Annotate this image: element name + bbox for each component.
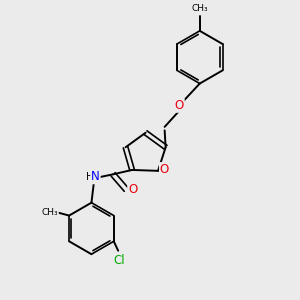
Text: CH₃: CH₃ — [191, 4, 208, 13]
Text: Cl: Cl — [113, 254, 124, 266]
Text: CH₃: CH₃ — [41, 208, 58, 217]
Text: H: H — [85, 172, 93, 182]
Text: O: O — [175, 99, 184, 112]
Text: N: N — [91, 170, 100, 184]
Text: O: O — [160, 163, 169, 176]
Text: O: O — [128, 183, 137, 196]
